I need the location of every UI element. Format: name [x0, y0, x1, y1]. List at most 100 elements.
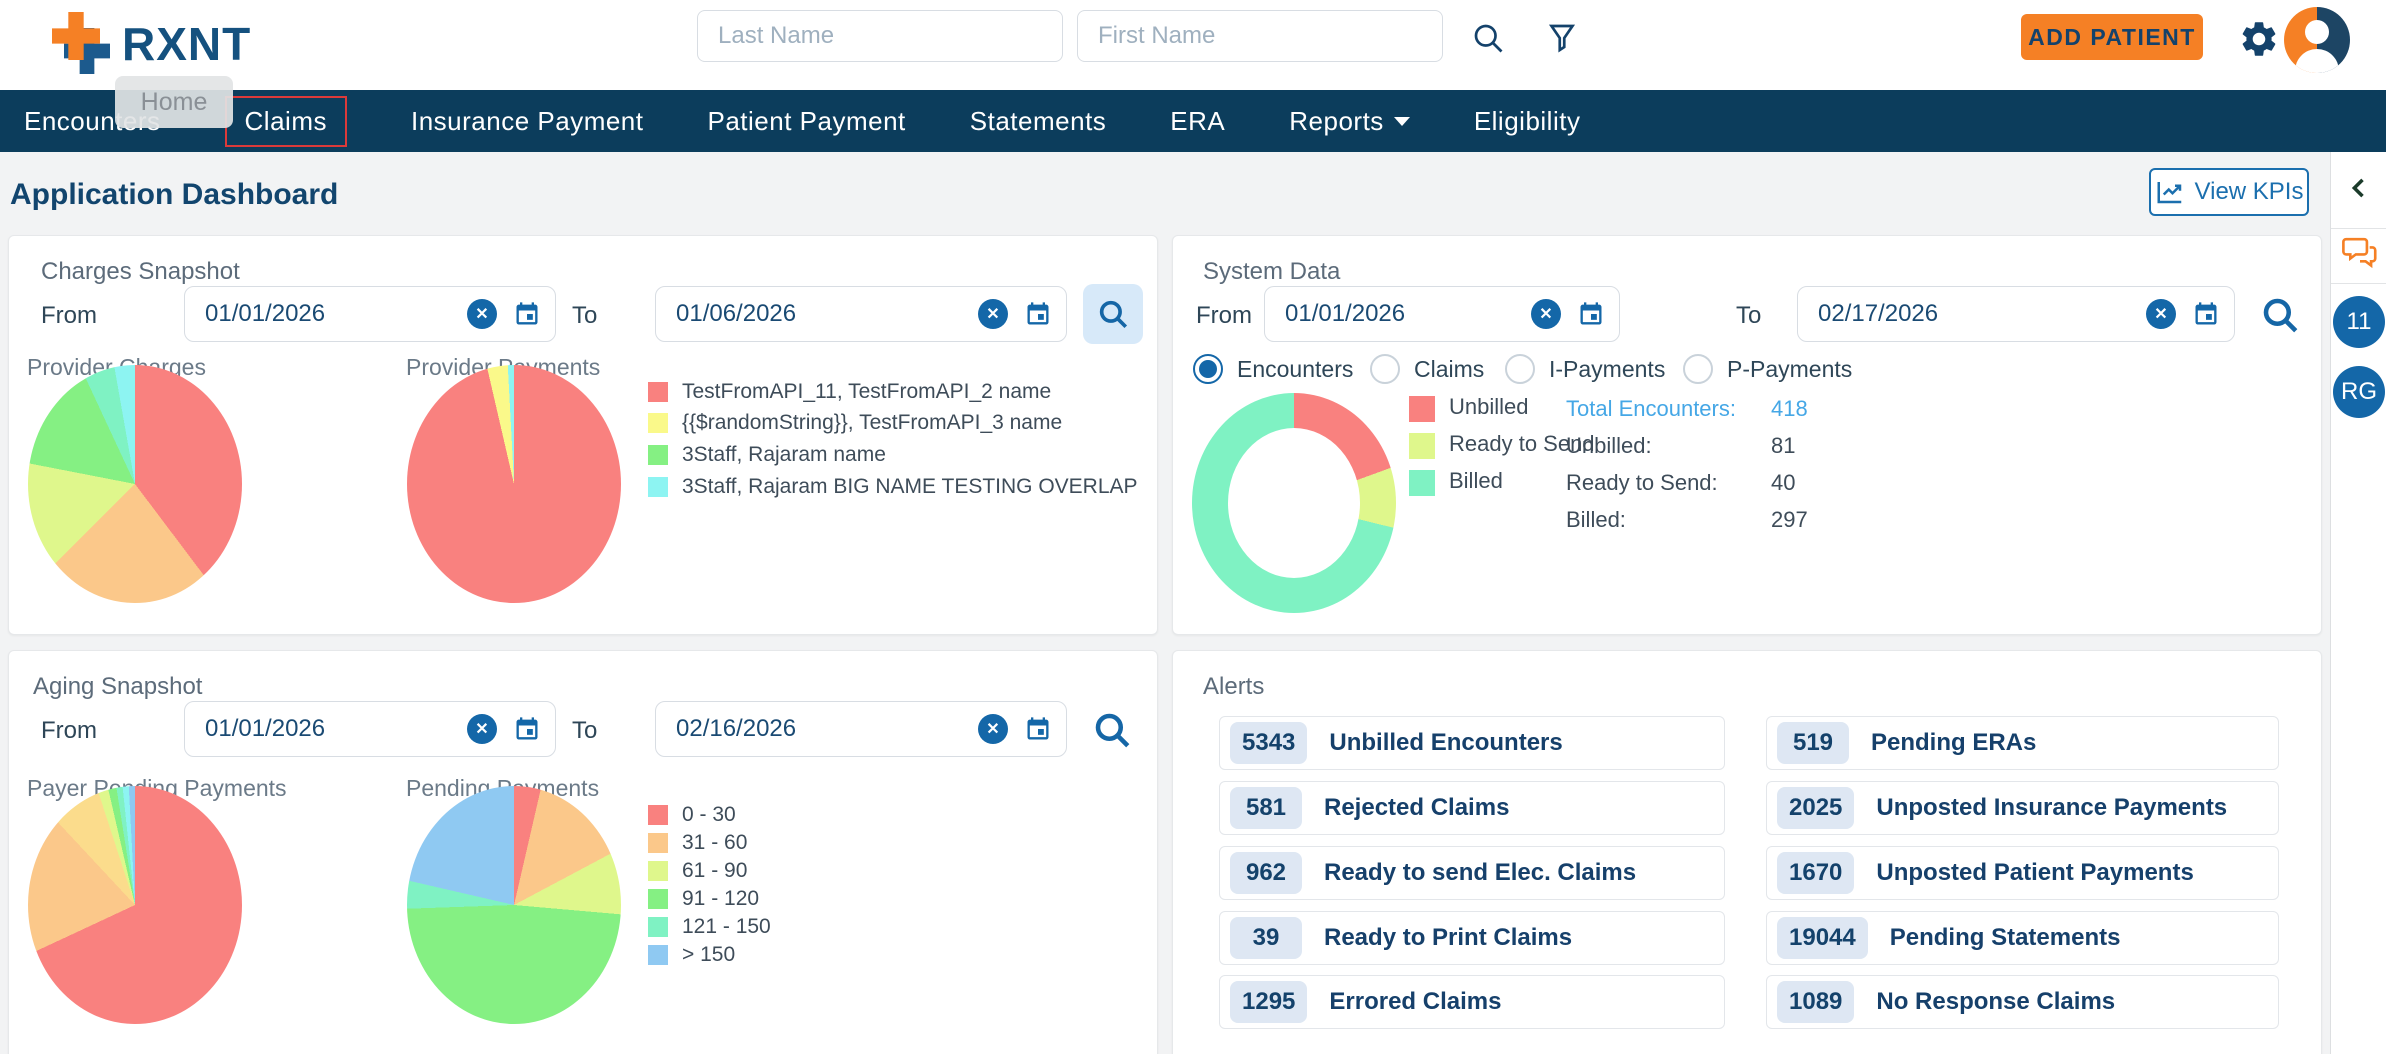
alert-count-badge: 962 — [1230, 852, 1302, 894]
notification-badge[interactable]: 11 — [2333, 296, 2385, 348]
stat-label: Ready to Send: — [1566, 470, 1718, 495]
user-avatar[interactable] — [2284, 7, 2350, 73]
legend-item: TestFromAPI_11, TestFromAPI_2 name — [648, 380, 1051, 404]
alert-no-response-claims[interactable]: 1089 No Response Claims — [1766, 975, 2279, 1029]
to-label: To — [572, 717, 598, 744]
legend-swatch — [1409, 396, 1435, 422]
from-label: From — [1196, 302, 1252, 329]
calendar-icon[interactable] — [1024, 715, 1052, 743]
nav-era[interactable]: ERA — [1170, 105, 1226, 136]
nav-statements[interactable]: Statements — [969, 105, 1107, 136]
alert-ready-to-send-elec-claims[interactable]: 962 Ready to send Elec. Claims — [1219, 846, 1725, 900]
pending-payments-pie — [407, 786, 621, 1024]
radio-button — [1505, 354, 1535, 384]
to-date-input[interactable]: 01/06/2026 — [655, 286, 1067, 342]
legend-swatch — [648, 445, 668, 465]
radio-encounters[interactable]: Encounters — [1193, 354, 1353, 384]
provider-charges-pie — [28, 365, 242, 603]
first-name-input[interactable] — [1077, 10, 1443, 62]
legend-item: 31 - 60 — [648, 831, 747, 855]
from-label: From — [41, 302, 97, 329]
nav-claims[interactable]: Claims — [224, 95, 347, 147]
nav-insurance-payment[interactable]: Insurance Payment — [410, 105, 644, 136]
legend-swatch — [648, 917, 668, 937]
search-button[interactable] — [1083, 284, 1143, 344]
alert-unposted-insurance-payments[interactable]: 2025 Unposted Insurance Payments — [1766, 781, 2279, 835]
nav-eligibility[interactable]: Eligibility — [1473, 105, 1581, 136]
to-date-input[interactable]: 02/16/2026 — [655, 701, 1067, 757]
search-icon[interactable] — [1470, 20, 1506, 56]
legend-item: 3Staff, Rajaram name — [648, 443, 886, 467]
aging-snapshot-panel: Aging Snapshot From 01/01/2026 To 02/16/… — [8, 650, 1158, 1054]
main-navbar: Encounters Claims Insurance Payment Pati… — [0, 90, 2386, 152]
legend-item: 61 - 90 — [648, 859, 747, 883]
legend-swatch — [648, 413, 668, 433]
alert-pending-statements[interactable]: 19044 Pending Statements — [1766, 911, 2279, 965]
calendar-icon[interactable] — [2192, 300, 2220, 328]
user-initials-badge[interactable]: RG — [2333, 366, 2385, 418]
calendar-icon[interactable] — [513, 300, 541, 328]
clear-date-icon[interactable] — [467, 714, 497, 744]
from-date-input[interactable]: 01/01/2026 — [1264, 286, 1620, 342]
alert-rejected-claims[interactable]: 581 Rejected Claims — [1219, 781, 1725, 835]
radio-claims[interactable]: Claims — [1370, 354, 1484, 384]
legend-swatch — [648, 382, 668, 402]
legend-item: 91 - 120 — [648, 887, 759, 911]
logo-text: RXNT — [122, 18, 252, 70]
clear-date-icon[interactable] — [978, 714, 1008, 744]
panel-title: Alerts — [1203, 673, 1265, 700]
radio-p-payments[interactable]: P-Payments — [1683, 354, 1852, 384]
app-header: RXNT ADD PATIENT — [0, 0, 2386, 90]
legend-swatch — [648, 945, 668, 965]
charges-snapshot-panel: Charges Snapshot From 01/01/2026 To 01/0… — [8, 235, 1158, 635]
right-rail: 11 RG — [2330, 152, 2386, 1054]
stat-value[interactable]: 418 — [1771, 396, 1808, 421]
from-label: From — [41, 717, 97, 744]
nav-patient-payment[interactable]: Patient Payment — [707, 105, 906, 136]
search-icon[interactable] — [1091, 709, 1133, 751]
chat-icon[interactable] — [2342, 236, 2378, 270]
clear-date-icon[interactable] — [467, 299, 497, 329]
alert-count-badge: 1670 — [1777, 852, 1855, 894]
alert-pending-eras[interactable]: 519 Pending ERAs — [1766, 716, 2279, 770]
legend-item: {{$randomString}}, TestFromAPI_3 name — [648, 411, 1062, 435]
calendar-icon[interactable] — [1577, 300, 1605, 328]
last-name-input[interactable] — [697, 10, 1063, 62]
alert-count-badge: 581 — [1230, 787, 1302, 829]
gear-icon[interactable] — [2238, 18, 2280, 60]
alert-count-badge: 519 — [1777, 722, 1849, 764]
alert-ready-to-print-claims[interactable]: 39 Ready to Print Claims — [1219, 911, 1725, 965]
stat-label: Billed: — [1566, 507, 1626, 532]
clear-date-icon[interactable] — [2146, 299, 2176, 329]
clear-date-icon[interactable] — [978, 299, 1008, 329]
alert-errored-claims[interactable]: 1295 Errored Claims — [1219, 975, 1725, 1029]
legend-item: 3Staff, Rajaram BIG NAME TESTING OVERLAP — [648, 475, 1138, 499]
alert-unposted-patient-payments[interactable]: 1670 Unposted Patient Payments — [1766, 846, 2279, 900]
calendar-icon[interactable] — [513, 715, 541, 743]
from-date-input[interactable]: 01/01/2026 — [184, 286, 556, 342]
panel-title: Charges Snapshot — [41, 258, 240, 285]
from-date-input[interactable]: 01/01/2026 — [184, 701, 556, 757]
alert-unbilled-encounters[interactable]: 5343 Unbilled Encounters — [1219, 716, 1725, 770]
add-patient-button[interactable]: ADD PATIENT — [2021, 14, 2203, 60]
legend-swatch — [1409, 433, 1435, 459]
filter-icon[interactable] — [1544, 20, 1580, 56]
legend-item: Billed — [1409, 468, 1503, 496]
rxnt-logo[interactable]: RXNT — [52, 12, 251, 76]
radio-button — [1193, 354, 1223, 384]
search-icon[interactable] — [2259, 294, 2301, 336]
view-kpis-button[interactable]: View KPIs — [2149, 168, 2309, 216]
alerts-panel: Alerts 5343 Unbilled Encounters 581 Reje… — [1172, 650, 2322, 1054]
alert-count-badge: 1089 — [1777, 981, 1855, 1023]
legend-swatch — [648, 805, 668, 825]
alert-count-badge: 1295 — [1230, 981, 1308, 1023]
radio-i-payments[interactable]: I-Payments — [1505, 354, 1665, 384]
clear-date-icon[interactable] — [1531, 299, 1561, 329]
calendar-icon[interactable] — [1024, 300, 1052, 328]
nav-reports[interactable]: Reports — [1289, 106, 1410, 137]
avatar-person-icon — [2305, 20, 2329, 44]
legend-item: Ready to Send — [1409, 431, 1595, 459]
to-date-input[interactable]: 02/17/2026 — [1797, 286, 2235, 342]
home-tooltip: Home — [115, 76, 233, 128]
collapse-chevron-left-icon[interactable] — [2345, 172, 2373, 204]
